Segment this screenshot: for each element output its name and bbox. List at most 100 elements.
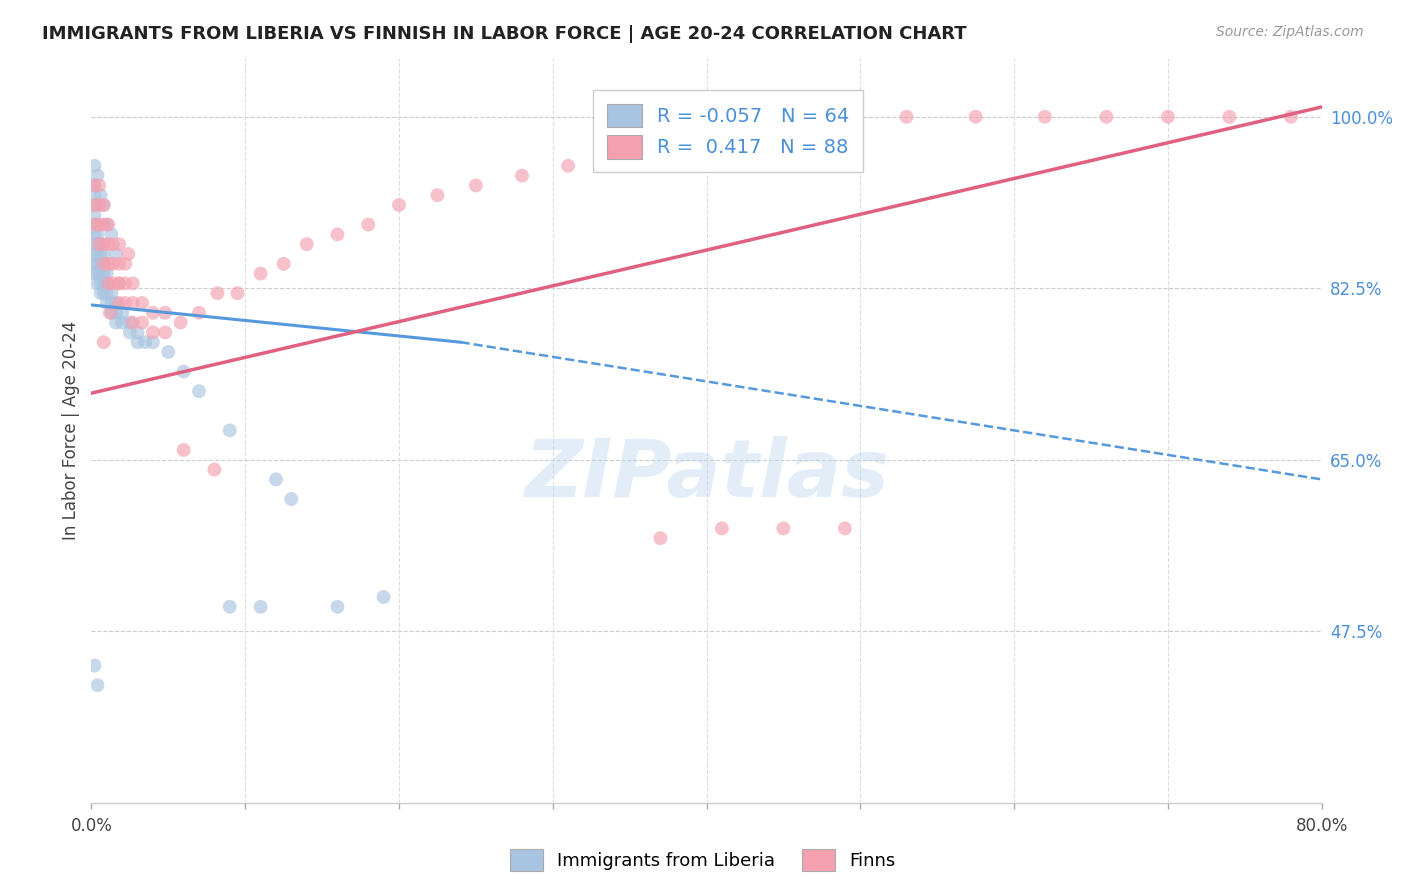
Point — [1218, 110, 1240, 124]
Point — [93, 257, 115, 271]
Point — [142, 306, 165, 320]
Point — [96, 267, 118, 281]
Point — [93, 257, 115, 271]
Point — [93, 198, 115, 212]
Point — [93, 247, 115, 261]
Point — [83, 178, 105, 193]
Point — [1095, 110, 1118, 124]
Point — [83, 178, 105, 193]
Point — [510, 169, 533, 183]
Point — [83, 198, 105, 212]
Point — [83, 247, 105, 261]
Point — [83, 227, 105, 242]
Point — [83, 658, 105, 673]
Point — [83, 198, 105, 212]
Point — [83, 267, 105, 281]
Point — [326, 227, 349, 242]
Point — [86, 277, 108, 291]
Point — [93, 286, 115, 301]
Point — [90, 247, 112, 261]
Point — [218, 599, 240, 614]
Point — [96, 296, 118, 310]
Point — [86, 227, 108, 242]
Point — [83, 188, 105, 202]
Point — [557, 159, 579, 173]
Point — [202, 462, 225, 476]
Point — [710, 521, 733, 535]
Point — [173, 442, 195, 457]
Point — [295, 237, 318, 252]
Point — [169, 316, 191, 330]
Point — [108, 296, 131, 310]
Point — [114, 257, 136, 271]
Point — [108, 237, 131, 252]
Point — [97, 237, 120, 252]
Point — [127, 335, 149, 350]
Point — [90, 188, 112, 202]
Point — [131, 316, 153, 330]
Point — [86, 247, 108, 261]
Point — [101, 277, 124, 291]
Point — [650, 531, 672, 545]
Point — [388, 198, 411, 212]
Point — [86, 267, 108, 281]
Point — [105, 316, 127, 330]
Point — [131, 296, 153, 310]
Point — [83, 208, 105, 222]
Point — [93, 218, 115, 232]
Point — [93, 198, 115, 212]
Point — [173, 365, 195, 379]
Point — [127, 326, 149, 340]
Point — [90, 267, 112, 281]
Point — [464, 178, 486, 193]
Point — [1279, 110, 1302, 124]
Point — [134, 335, 156, 350]
Point — [97, 257, 120, 271]
Point — [100, 296, 122, 310]
Point — [207, 286, 229, 301]
Point — [100, 286, 122, 301]
Point — [87, 178, 110, 193]
Point — [834, 110, 856, 124]
Point — [111, 306, 134, 320]
Point — [896, 110, 918, 124]
Point — [105, 247, 127, 261]
Point — [105, 296, 127, 310]
Point — [264, 472, 287, 486]
Point — [100, 306, 122, 320]
Point — [122, 316, 145, 330]
Point — [93, 237, 115, 252]
Point — [90, 237, 112, 252]
Point — [157, 345, 180, 359]
Point — [772, 120, 794, 134]
Point — [86, 169, 108, 183]
Point — [96, 218, 118, 232]
Point — [188, 384, 211, 399]
Point — [122, 296, 145, 310]
Point — [326, 599, 349, 614]
Point — [114, 296, 136, 310]
Point — [111, 316, 134, 330]
Point — [93, 267, 115, 281]
Point — [90, 257, 112, 271]
Point — [86, 678, 108, 692]
Point — [90, 277, 112, 291]
Point — [118, 326, 141, 340]
Point — [122, 277, 145, 291]
Legend: Immigrants from Liberia, Finns: Immigrants from Liberia, Finns — [503, 842, 903, 879]
Text: IMMIGRANTS FROM LIBERIA VS FINNISH IN LABOR FORCE | AGE 20-24 CORRELATION CHART: IMMIGRANTS FROM LIBERIA VS FINNISH IN LA… — [42, 25, 967, 43]
Point — [98, 306, 121, 320]
Point — [101, 257, 124, 271]
Point — [83, 218, 105, 232]
Point — [87, 237, 110, 252]
Point — [142, 335, 165, 350]
Point — [93, 277, 115, 291]
Point — [96, 286, 118, 301]
Point — [83, 218, 105, 232]
Point — [97, 218, 120, 232]
Point — [108, 277, 131, 291]
Point — [114, 277, 136, 291]
Point — [142, 326, 165, 340]
Point — [96, 277, 118, 291]
Point — [93, 335, 115, 350]
